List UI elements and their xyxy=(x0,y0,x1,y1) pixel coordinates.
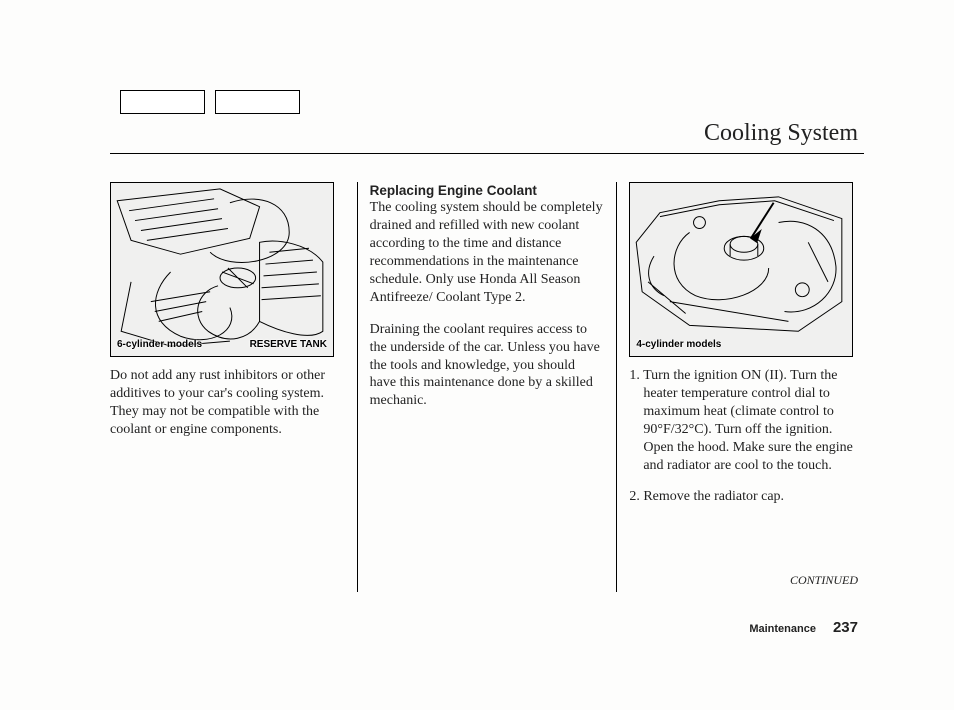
figure-reserve-tank: 6-cylinder models RESERVE TANK xyxy=(110,182,334,357)
column-middle: Replacing Engine Coolant The cooling sys… xyxy=(357,182,617,592)
nav-box-2[interactable] xyxy=(215,90,300,114)
mid-para1: The cooling system should be completely … xyxy=(370,199,605,306)
figure1-caption-right: RESERVE TANK xyxy=(250,339,327,352)
step1-num: 1. xyxy=(629,368,640,383)
figure-radiator-cap: 4-cylinder models xyxy=(629,182,853,357)
steps-list: 1. Turn the ignition ON (II). Turn the h… xyxy=(629,367,864,506)
manual-page: Cooling System xyxy=(0,0,954,710)
step2-num: 2. xyxy=(629,489,640,504)
footer-page-number: 237 xyxy=(833,619,858,636)
column-right: 4-cylinder models 1. Turn the ignition O… xyxy=(616,182,864,592)
nav-link-row xyxy=(120,90,300,114)
step-1: 1. Turn the ignition ON (II). Turn the h… xyxy=(629,367,864,474)
section-heading: Replacing Engine Coolant xyxy=(370,182,605,199)
engine-illustration-right xyxy=(630,183,852,356)
step1-text: Turn the ignition ON (II). Turn the heat… xyxy=(643,368,853,473)
mid-para2: Draining the coolant requires access to … xyxy=(370,321,605,411)
nav-box-1[interactable] xyxy=(120,90,205,114)
continued-label: CONTINUED xyxy=(790,573,858,588)
step-2: 2. Remove the radiator cap. xyxy=(629,488,864,506)
column-left: 6-cylinder models RESERVE TANK Do not ad… xyxy=(110,182,357,592)
figure2-caption: 4-cylinder models xyxy=(636,339,721,352)
page-footer: Maintenance 237 xyxy=(749,619,858,636)
left-para: Do not add any rust inhibitors or other … xyxy=(110,367,345,439)
footer-section: Maintenance xyxy=(749,623,816,635)
engine-illustration-left xyxy=(111,183,333,356)
figure1-caption-left: 6-cylinder models xyxy=(117,339,202,352)
title-rule xyxy=(110,153,864,154)
step2-text: Remove the radiator cap. xyxy=(643,489,784,504)
columns: 6-cylinder models RESERVE TANK Do not ad… xyxy=(110,182,864,592)
page-title: Cooling System xyxy=(110,120,864,147)
